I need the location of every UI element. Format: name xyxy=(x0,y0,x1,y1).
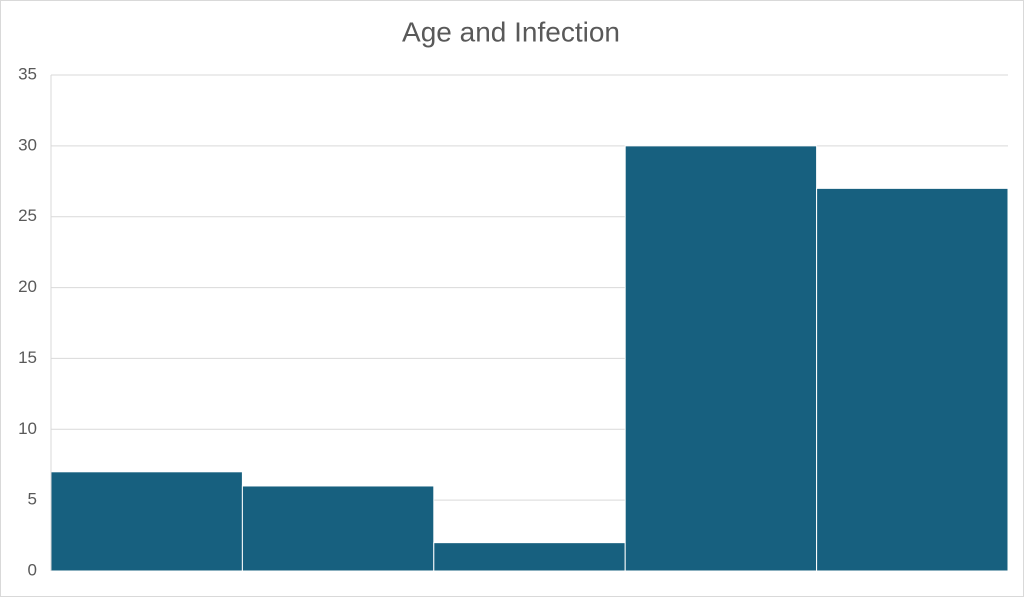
bar xyxy=(624,145,818,572)
y-tick-label: 10 xyxy=(18,419,37,438)
bar xyxy=(241,485,435,572)
y-tick-label: 0 xyxy=(28,560,37,579)
bar xyxy=(816,187,1009,572)
y-tick-label: 35 xyxy=(18,64,37,83)
bar xyxy=(50,471,243,572)
y-tick-label: 5 xyxy=(28,490,37,509)
y-tick-label: 25 xyxy=(18,206,37,225)
y-tick-label: 30 xyxy=(18,135,37,154)
y-tick-label: 15 xyxy=(18,348,37,367)
chart-title: Age and Infection xyxy=(402,16,620,47)
y-tick-label: 20 xyxy=(18,277,37,296)
bar xyxy=(433,542,626,572)
